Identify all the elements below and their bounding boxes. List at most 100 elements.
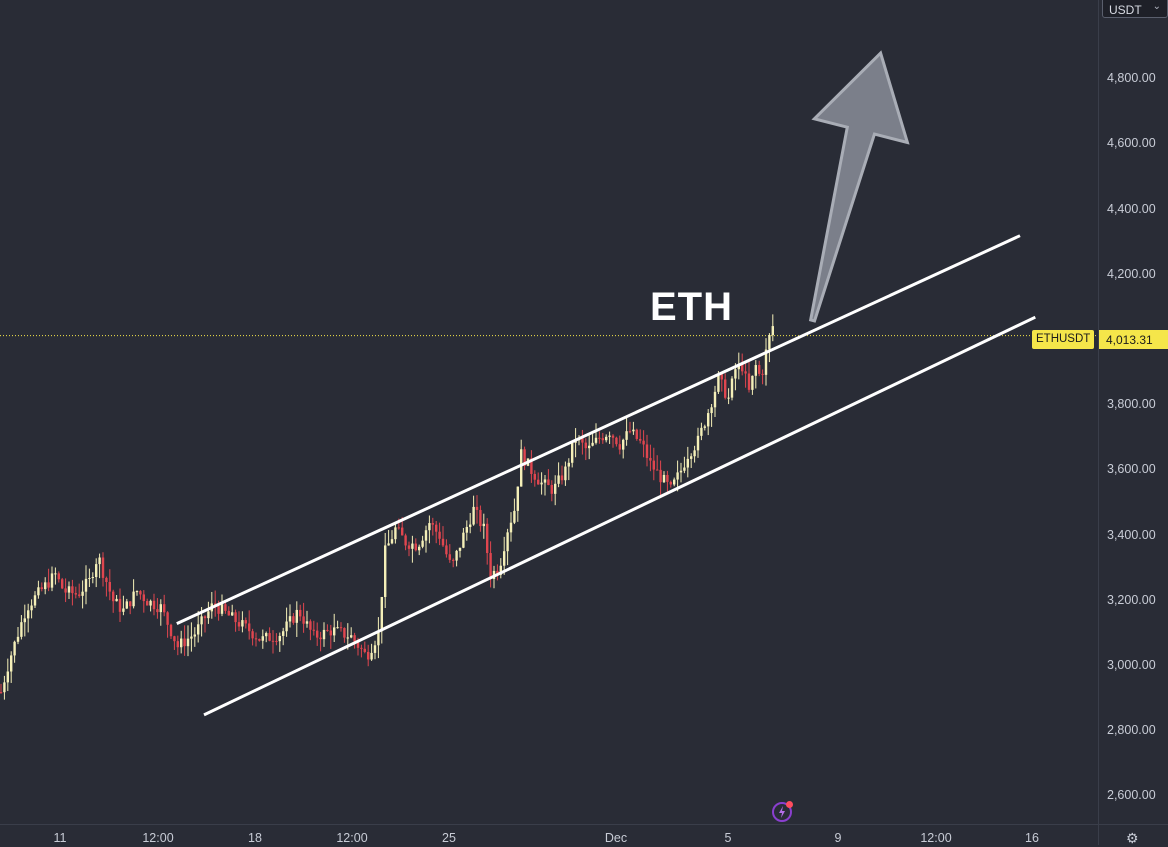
up-arrow-shape[interactable] <box>808 50 910 323</box>
candle-body <box>37 587 40 596</box>
candle-body <box>271 640 275 642</box>
candle-body <box>149 600 152 606</box>
candle-body <box>152 600 156 610</box>
price-tick-label: 3,000.00 <box>1107 658 1156 672</box>
candle-body <box>696 435 700 451</box>
candle-body <box>448 554 451 560</box>
candle-body <box>329 630 332 636</box>
candle-body <box>618 444 621 450</box>
candle-body <box>666 474 669 482</box>
time-axis[interactable]: 11 12:00 18 12:00 25 Dec 5 9 12:00 16 <box>0 824 1098 845</box>
candle-body <box>61 579 64 589</box>
candle-body <box>373 645 377 653</box>
candle-body <box>703 426 706 428</box>
candle-body <box>88 578 91 580</box>
price-tick-label: 3,400.00 <box>1107 527 1156 542</box>
candle-body <box>520 449 523 487</box>
candle-body <box>469 524 472 527</box>
candle-body <box>550 485 553 494</box>
candles-group <box>0 314 774 700</box>
candle-body <box>407 545 411 549</box>
candle-body <box>278 635 281 642</box>
price-tick-label: 4,800.00 <box>1107 71 1156 86</box>
candle-body <box>611 435 615 438</box>
candle-body <box>156 609 159 613</box>
candle-body <box>336 627 339 629</box>
candle-body <box>652 460 655 470</box>
candle-body <box>659 469 662 483</box>
candle-body <box>44 582 47 590</box>
axis-corner <box>1098 824 1168 845</box>
lightning-icon[interactable] <box>772 801 793 822</box>
channel-lower-line[interactable] <box>203 315 1036 717</box>
candle-body <box>656 469 659 471</box>
gear-icon[interactable]: ⚙ <box>1126 830 1139 846</box>
candle-body <box>533 473 536 480</box>
candle-body <box>431 523 434 525</box>
candle-body <box>693 450 696 457</box>
candle-body <box>758 365 761 374</box>
time-tick-label: Dec <box>604 831 628 845</box>
candle-body <box>418 546 421 551</box>
candle-body <box>78 594 81 596</box>
candle-body <box>367 651 370 660</box>
candle-body <box>231 612 234 616</box>
candle-body <box>622 439 625 450</box>
candle-body <box>601 438 604 441</box>
candle-body <box>118 598 122 612</box>
candle-body <box>169 624 173 637</box>
candle-body <box>486 523 489 554</box>
candle-body <box>628 431 632 433</box>
candle-body <box>258 638 261 641</box>
candle-body <box>339 627 343 629</box>
candle-body <box>207 611 210 619</box>
candle-body <box>197 624 200 635</box>
candle-body <box>299 609 302 617</box>
candle-body <box>554 483 557 494</box>
currency-dropdown[interactable]: USDT ⌄ <box>1102 0 1168 18</box>
candle-body <box>71 586 74 594</box>
candle-body <box>224 604 227 611</box>
candle-body <box>343 628 346 638</box>
candle-body <box>543 479 547 483</box>
candle-body <box>581 438 584 443</box>
candle-body <box>387 543 390 546</box>
candle-body <box>441 538 445 546</box>
candle-body <box>584 442 587 449</box>
candle-body <box>458 547 462 551</box>
price-tick-label: 3,800.00 <box>1107 397 1156 412</box>
candle-body <box>754 365 757 376</box>
channel-upper-line[interactable] <box>176 234 1021 625</box>
candle-body <box>81 591 84 596</box>
last-price-tag: 4,013.31 <box>1099 330 1168 349</box>
chart-plot-area[interactable] <box>0 0 1098 824</box>
candle-body <box>411 543 414 549</box>
candle-body <box>84 578 88 592</box>
candle-body <box>435 524 438 532</box>
time-tick-label: 12:00 <box>336 831 368 845</box>
candle-body <box>30 605 33 611</box>
candle-body <box>183 638 186 647</box>
candle-body <box>598 437 601 439</box>
candle-body <box>3 682 6 693</box>
candle-body <box>101 557 105 578</box>
candle-body <box>10 655 13 672</box>
candle-body <box>445 545 448 555</box>
candle-body <box>166 612 169 625</box>
price-tick-label: 4,600.00 <box>1107 136 1156 151</box>
candle-body <box>571 442 574 463</box>
eth-annotation[interactable]: ETH <box>650 285 733 329</box>
candle-body <box>475 506 479 510</box>
candle-body <box>615 437 618 445</box>
candle-body <box>47 582 50 588</box>
candle-body <box>605 436 608 441</box>
candle-body <box>237 622 241 627</box>
channel-lines[interactable] <box>176 234 1036 717</box>
up-arrow-drawing[interactable] <box>808 50 910 323</box>
candle-body <box>707 413 710 427</box>
time-tick-label: 11 <box>53 831 67 845</box>
candle-body <box>295 609 298 623</box>
candle-body <box>112 591 115 602</box>
candle-body <box>710 407 713 414</box>
price-axis[interactable]: 2,600.00 2,800.00 3,000.00 3,200.00 3,400.00… <box>1098 0 1168 824</box>
